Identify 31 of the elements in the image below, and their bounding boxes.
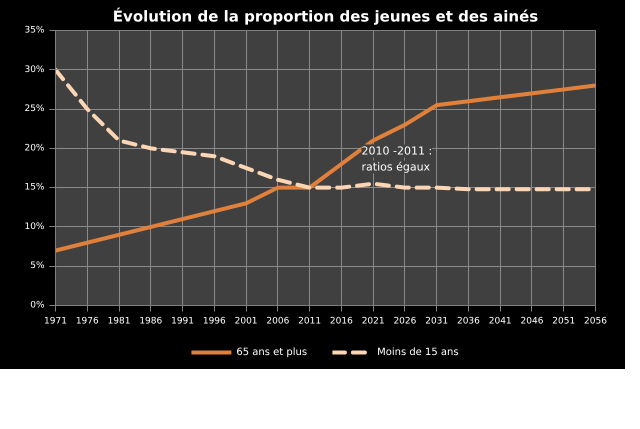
y-tick-label: 10% — [24, 222, 45, 232]
x-tick-label: 1996 — [202, 316, 226, 326]
chart-title: Évolution de la proportion des jeunes et des ainés — [112, 8, 538, 26]
x-tick-label: 1971 — [44, 316, 67, 326]
x-tick-label: 1976 — [76, 316, 99, 326]
legend-label: 65 ans et plus — [236, 346, 308, 358]
y-tick-label: 20% — [24, 143, 45, 154]
x-tick-label: 2026 — [393, 316, 417, 326]
x-tick-label: 2021 — [362, 316, 385, 326]
line-series — [56, 84, 596, 252]
x-tick-label: 2011 — [298, 316, 322, 326]
x-tick-label: 2031 — [425, 316, 448, 326]
x-tick-label: 2056 — [584, 316, 608, 326]
x-tick-label: 1986 — [139, 316, 163, 326]
x-tick-label: 2036 — [456, 316, 480, 326]
x-tick-label: 1991 — [171, 316, 194, 326]
y-tick-label: 15% — [24, 182, 45, 193]
x-tick-label: 2046 — [520, 316, 544, 326]
y-tick-label: 0% — [30, 300, 45, 310]
y-tick-label: 25% — [24, 104, 45, 114]
annotation: 2010 -2011 : ratios égaux — [362, 144, 432, 174]
x-tick-label: 2051 — [552, 316, 576, 326]
y-tick-label: 5% — [30, 261, 45, 272]
x-tick-label: 2001 — [234, 316, 258, 326]
y-tick-label: 30% — [24, 64, 45, 75]
x-tick-label: 2016 — [330, 316, 354, 326]
y-tick-label: 35% — [24, 26, 45, 36]
x-tick-label: 2006 — [266, 316, 290, 326]
x-tick-label: 1981 — [108, 316, 130, 326]
legend-label: Moins de 15 ans — [377, 346, 459, 358]
x-tick-label: 2041 — [488, 316, 512, 326]
